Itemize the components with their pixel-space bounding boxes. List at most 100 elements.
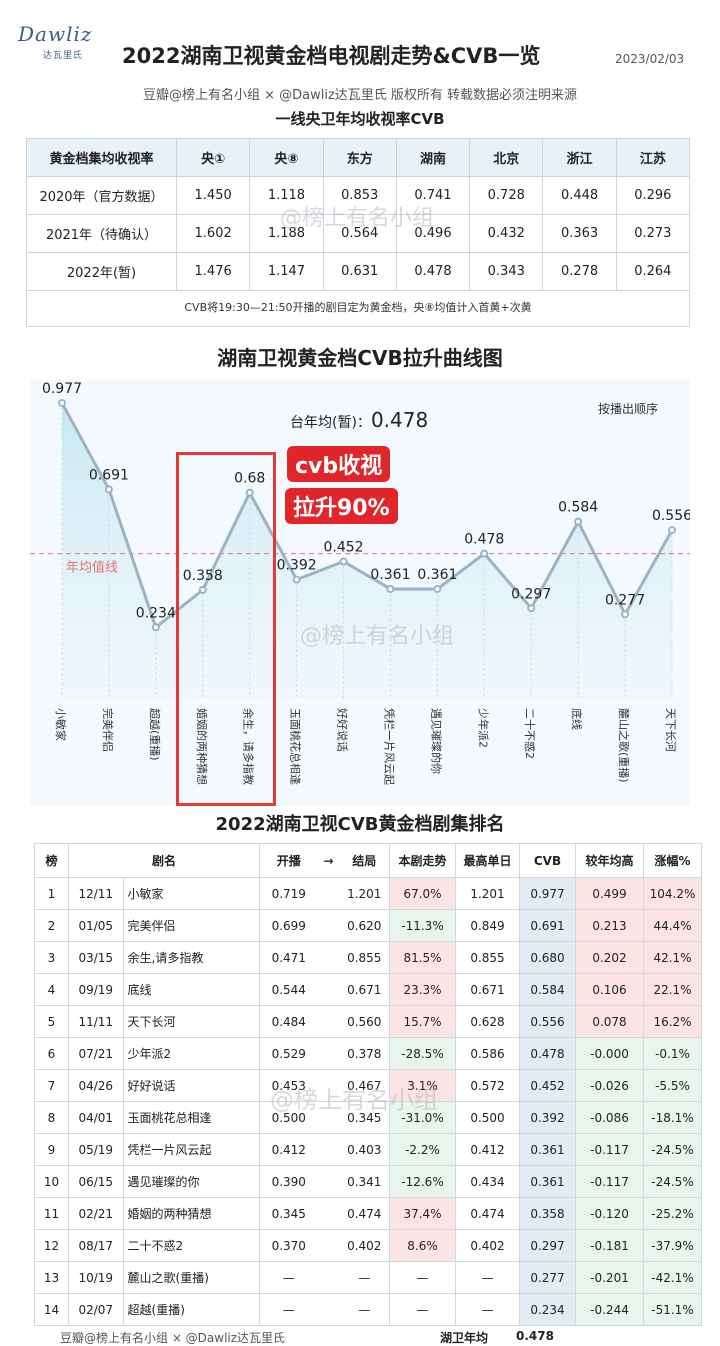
table-cell: -11.3%	[389, 909, 456, 942]
table-row: 3 03/15 余生,请多指教 0.471 0.855 81.5% 0.855 0.680 0.…	[34, 941, 702, 974]
table-cell: 67.0%	[389, 877, 456, 910]
category-label: 天下长河	[664, 708, 677, 752]
table-cell: 0.564	[322, 214, 397, 253]
table-cell: 10	[34, 1165, 69, 1198]
table-cell: 0.586	[455, 1037, 520, 1070]
annual-average-label: 台年均(暂)：	[290, 415, 371, 431]
table-cell: 凭栏一片风云起	[122, 1133, 261, 1166]
data-point	[480, 549, 489, 558]
table-cell: 0.474	[339, 1197, 390, 1230]
table-cell: 23.3%	[389, 973, 456, 1006]
data-point	[292, 575, 301, 584]
data-label: 0.452	[323, 539, 363, 555]
table-cell: 0.358	[519, 1197, 576, 1230]
table-cell: 0.402	[339, 1229, 390, 1262]
data-point	[527, 604, 536, 613]
table-cell: -0.117	[575, 1165, 644, 1198]
table-header-cell: 开播	[259, 843, 318, 878]
table-cell: -2.2%	[389, 1133, 456, 1166]
data-point	[574, 517, 583, 526]
table-cell: 2020年（官方数据）	[26, 176, 177, 215]
table-cell: -5.5%	[643, 1069, 702, 1102]
table-row: 13 10/19 麓山之歌(重播) — — — —0.277 -0.201 -42.1%	[34, 1261, 702, 1294]
watermark: @榜上有名小组	[270, 1086, 438, 1114]
table-cell: 42.1%	[643, 941, 702, 974]
table-header-cell: 东方	[322, 138, 397, 177]
table-cell: 0.202	[575, 941, 644, 974]
table-cell	[317, 941, 340, 974]
data-point	[621, 610, 630, 619]
table-cell: 1.201	[455, 877, 520, 910]
table-cell: 03/15	[68, 941, 124, 974]
table-cell: 0.345	[339, 1101, 390, 1134]
table-cell: 44.4%	[643, 909, 702, 942]
table-cell: 09/19	[68, 973, 124, 1006]
table-cell: 11	[34, 1197, 69, 1230]
table-cell: 2022年(暂)	[26, 252, 177, 291]
category-label: 小敏家	[54, 708, 68, 741]
table-cell: 16.2%	[643, 1005, 702, 1038]
table-cell: -0.244	[575, 1293, 644, 1326]
table-cell: 0.432	[469, 214, 544, 253]
table-header-cell: 央⑧	[249, 138, 324, 177]
table-cell: 0.544	[259, 973, 318, 1006]
table-header-cell: 湖南	[395, 138, 471, 177]
table-cell: 3	[34, 941, 69, 974]
table-cell: —	[389, 1261, 456, 1294]
data-label: 0.297	[511, 586, 551, 602]
table-cell: —	[259, 1293, 318, 1326]
table-cell: 9	[34, 1133, 69, 1166]
table-cell: 0.378	[339, 1037, 390, 1070]
table-cell: —	[455, 1261, 520, 1294]
table-cell: 完美伴侣	[122, 909, 261, 942]
table-header-cell: 浙江	[542, 138, 617, 177]
table-cell: -0.1%	[643, 1037, 702, 1070]
table-row: 2021年（待确认） 1.602 1.188 0.564 0.496 0.432…	[26, 214, 691, 253]
table-cell: —	[339, 1261, 390, 1294]
table-cell	[317, 877, 340, 910]
table-cell: 0.474	[455, 1197, 520, 1230]
table-cell: 01/05	[68, 909, 124, 942]
table-cell: 1	[34, 877, 69, 910]
data-point	[339, 557, 348, 566]
table-cell: 12	[34, 1229, 69, 1262]
table-cell: -0.086	[575, 1101, 644, 1134]
logo-subtext: 达瓦里氏	[42, 51, 83, 61]
category-label: 完美伴侣	[101, 708, 115, 752]
table-cell: 0.448	[542, 176, 617, 215]
table-cell: -0.000	[575, 1037, 644, 1070]
table-cell: 0.855	[339, 941, 390, 974]
table-cell: -25.2%	[643, 1197, 702, 1230]
watermark: @榜上有名小组	[280, 206, 435, 231]
table-cell	[317, 1261, 340, 1294]
table-row: 14 02/07 超越(重播) — — — —0.234 -0.244 -51.1%	[34, 1293, 702, 1326]
category-label: 少年派2	[476, 708, 490, 748]
table-cell: 13	[34, 1261, 69, 1294]
table-cell: 底线	[122, 973, 261, 1006]
footer-average-value: 0.478	[516, 1329, 554, 1343]
table-header-cell: 剧名	[68, 843, 260, 878]
table-cell: 0.500	[259, 1101, 318, 1134]
table-cell	[317, 1229, 340, 1262]
table-cell: 超越(重播)	[122, 1293, 261, 1326]
annual-average-readout: 台年均(暂)：0.478	[290, 408, 428, 432]
table-cell: 0.412	[455, 1133, 520, 1166]
table-row: 2020年（官方数据） 1.450 1.118 0.853 0.741 0.72…	[26, 176, 691, 215]
table-cell: 0.484	[259, 1005, 318, 1038]
table-cell: -42.1%	[643, 1261, 702, 1294]
table-cell: 0.453	[259, 1069, 318, 1102]
table-cell: 0.691	[519, 909, 576, 942]
table-cell: -0.117	[575, 1133, 644, 1166]
table-cell	[317, 909, 340, 942]
category-label: 底线	[570, 708, 584, 730]
table-cell: 1.602	[175, 214, 251, 253]
table-cell: 0.078	[575, 1005, 644, 1038]
table-cell	[317, 1197, 340, 1230]
table-cell: 0.277	[519, 1261, 576, 1294]
footer-credit: 豆瓣@榜上有名小组 × @Dawliz达瓦里氏	[60, 1331, 286, 1345]
table-cell: 0.849	[455, 909, 520, 942]
table-cell: 0.341	[339, 1165, 390, 1198]
table-cell: 11/11	[68, 1005, 124, 1038]
table-cell: —	[389, 1293, 456, 1326]
table-cell: 06/15	[68, 1165, 124, 1198]
